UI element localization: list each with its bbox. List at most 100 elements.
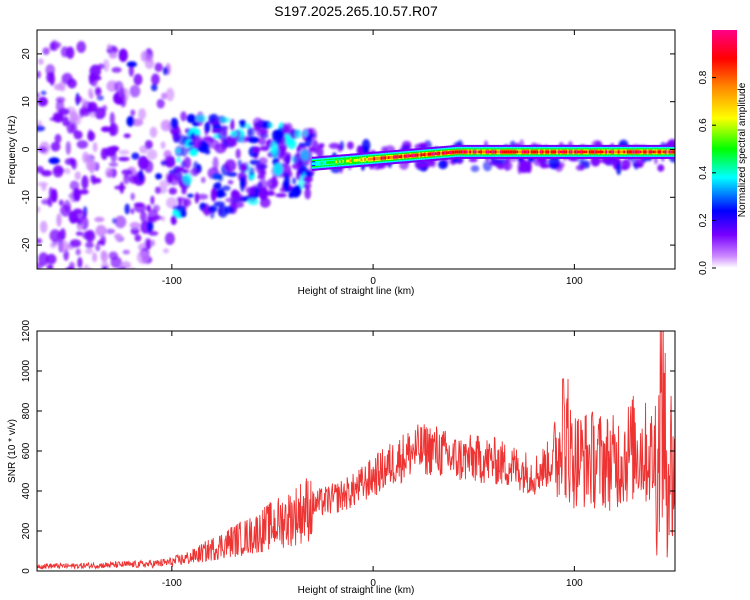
spectrogram-cell xyxy=(209,139,220,150)
spectrogram-xtick-label: 100 xyxy=(566,276,583,287)
spectrogram-cell xyxy=(124,203,130,215)
spectrogram-cell xyxy=(63,199,71,213)
spectrogram-ridge-cell xyxy=(335,160,338,164)
spectrogram-cell xyxy=(291,162,301,170)
spectrogram-cell xyxy=(176,167,185,173)
spectrogram-cell xyxy=(122,249,130,255)
spectrogram-cell xyxy=(50,141,61,152)
snr-xtick-label: -100 xyxy=(162,578,182,589)
spectrogram-ridge-cell xyxy=(588,150,592,154)
spectrogram-ridge-cell xyxy=(351,159,354,162)
spectrogram-ridge-cell xyxy=(469,150,472,154)
spectrogram-cell xyxy=(172,170,183,181)
spectrogram-cell xyxy=(160,141,166,149)
spectrogram-ridge-cell xyxy=(550,150,553,154)
spectrogram-cell xyxy=(38,252,49,267)
spectrogram-cell xyxy=(59,240,69,253)
spectrogram-ridge-cell xyxy=(329,160,332,164)
spectrogram-cell xyxy=(55,42,62,48)
spectrogram-cell xyxy=(72,217,80,223)
spectrogram-cell xyxy=(160,119,172,132)
spectrogram-ridge-cell xyxy=(652,150,655,154)
spectrogram-cell xyxy=(114,185,126,190)
spectrogram-cell xyxy=(140,210,147,222)
snr-xtick-label: 0 xyxy=(370,578,376,589)
spectrogram-cell xyxy=(126,61,137,68)
spectrogram-cell xyxy=(65,266,75,269)
spectrogram-cell xyxy=(225,197,234,203)
spectrogram-ridge-cell xyxy=(534,150,537,154)
spectrogram-cell xyxy=(81,175,89,190)
spectrogram-ridge-cell xyxy=(398,155,401,159)
spectrogram-ridge-cell xyxy=(454,150,457,154)
spectrogram-cell xyxy=(46,72,54,83)
spectrogram-cell xyxy=(133,73,143,86)
spectrogram-cell xyxy=(49,242,57,249)
spectrogram-cell xyxy=(57,272,69,281)
spectrogram-cell xyxy=(214,182,222,190)
spectrogram-cell xyxy=(161,92,168,100)
spectrogram-ridge-cell xyxy=(666,150,669,154)
spectrogram-cell xyxy=(163,248,169,254)
spectrogram-ridge-cell xyxy=(360,158,363,162)
spectrogram-ridge-cell xyxy=(612,150,615,154)
spectrogram-ridge-cell xyxy=(498,150,501,154)
spectrogram-ridge-cell xyxy=(416,153,419,157)
spectrogram-ridge-cell xyxy=(425,153,428,156)
spectrogram-ridge-cell xyxy=(514,150,517,154)
spectrogram-ridge-cell xyxy=(623,150,626,154)
spectrogram-ridge-cell xyxy=(315,162,318,165)
spectrogram-ridge-cell xyxy=(670,150,673,154)
spectrogram-cell xyxy=(219,117,231,123)
spectrogram-cell xyxy=(136,250,149,264)
spectrogram-ridge-cell xyxy=(444,151,447,155)
spectrogram-ridge-cell xyxy=(521,150,524,154)
spectrogram-cell xyxy=(94,216,105,223)
spectrogram-cell xyxy=(302,129,309,137)
spectrogram-ridge-cell xyxy=(576,150,579,154)
spectrogram-ridge-cell xyxy=(433,152,436,156)
spectrogram-ridge-cell xyxy=(645,150,648,154)
spectrogram-ridge-cell xyxy=(648,150,651,154)
spectrogram-ridge-cell xyxy=(463,150,467,154)
spectrogram-ridge-cell xyxy=(375,157,378,160)
spectrogram-ridge-cell xyxy=(538,150,541,154)
spectrogram-ridge-cell xyxy=(364,158,367,161)
spectrogram-ridge-cell xyxy=(657,150,660,154)
spectrogram-cell xyxy=(95,224,107,237)
spectrogram-cell xyxy=(109,145,120,152)
spectrogram-cell xyxy=(107,44,112,50)
spectrogram-cell xyxy=(275,193,287,198)
spectrogram-cell xyxy=(151,239,155,247)
spectrogram-xlabel: Height of straight line (km) xyxy=(298,286,415,297)
spectrogram-cell xyxy=(74,171,81,181)
spectrogram-ridge-cell xyxy=(384,156,387,160)
spectrogram-ridge-cell xyxy=(362,158,365,162)
spectrogram-cell xyxy=(37,125,46,132)
spectrogram-ridge-cell xyxy=(367,157,371,161)
spectrogram-cell xyxy=(339,140,344,151)
spectrogram-ridge-cell xyxy=(387,156,390,159)
spectrogram-ridge-cell xyxy=(331,160,334,164)
spectrogram-cell xyxy=(211,128,222,134)
spectrogram-ridge-cell xyxy=(543,150,546,154)
spectrogram-cell xyxy=(186,113,196,124)
spectrogram-ridge-cell xyxy=(664,150,668,154)
spectrogram-ridge-cell xyxy=(319,161,322,165)
spectrogram-cell xyxy=(155,173,163,180)
spectrogram-ridge-cell xyxy=(552,150,555,154)
spectrogram-cell xyxy=(73,208,83,214)
spectrogram-ylabel: Frequency (Hz) xyxy=(7,116,18,185)
spectrogram-ridge-cell xyxy=(554,150,557,154)
spectrogram-cell xyxy=(61,72,73,85)
spectrogram-ridge-cell xyxy=(634,150,637,154)
snr-xtick-label: 100 xyxy=(566,578,583,589)
spectrogram-cell xyxy=(89,112,97,118)
spectrogram-cell xyxy=(621,166,628,171)
spectrogram-cell xyxy=(146,216,156,222)
spectrogram-cell xyxy=(210,188,217,202)
spectrogram-cell xyxy=(168,187,177,195)
snr-series-line xyxy=(37,331,675,570)
spectrogram-cell xyxy=(108,251,119,260)
